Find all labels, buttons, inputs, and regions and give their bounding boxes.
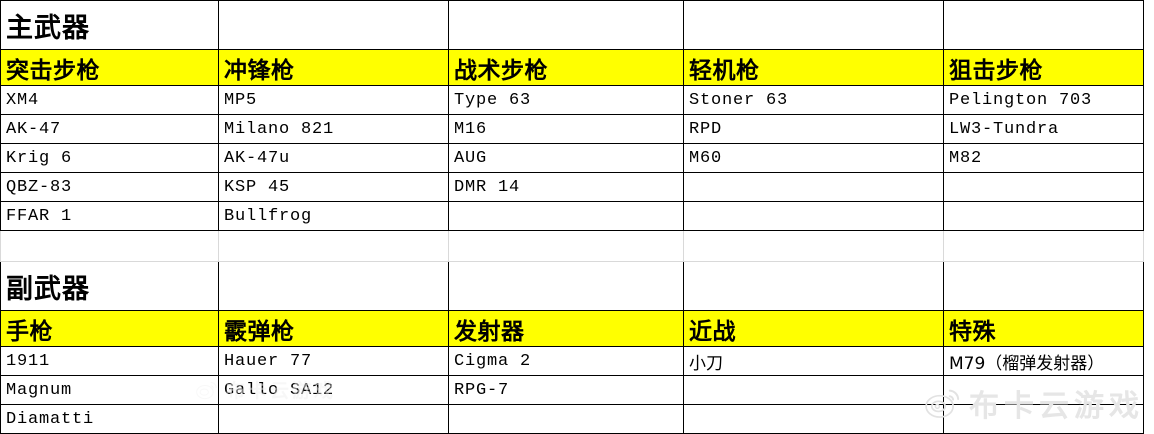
cell-weapon[interactable]: M16 bbox=[448, 114, 684, 144]
cell-weapon-empty[interactable] bbox=[943, 375, 1144, 405]
gap-cell bbox=[0, 230, 219, 262]
gap-cell bbox=[448, 230, 684, 262]
category-header-tactical-rifle[interactable]: 战术步枪 bbox=[448, 49, 684, 86]
section-title-spacer-cell bbox=[448, 0, 684, 50]
cell-weapon[interactable]: 小刀 bbox=[683, 346, 944, 376]
gap-cell bbox=[218, 230, 449, 262]
category-header-pistol[interactable]: 手枪 bbox=[0, 310, 219, 347]
category-header-launcher[interactable]: 发射器 bbox=[448, 310, 684, 347]
category-header-lmg[interactable]: 轻机枪 bbox=[683, 49, 944, 86]
cell-weapon[interactable]: Cigma 2 bbox=[448, 346, 684, 376]
table-row: Diamatti bbox=[0, 404, 1144, 434]
cell-weapon[interactable]: M79（榴弹发射器） bbox=[943, 346, 1144, 376]
cell-weapon-empty[interactable] bbox=[683, 172, 944, 202]
cell-weapon[interactable]: Type 63 bbox=[448, 85, 684, 115]
table-row: Magnum Gallo SA12 RPG-7 bbox=[0, 375, 1144, 405]
section-title-spacer-cell bbox=[218, 261, 449, 311]
gap-cell bbox=[943, 230, 1144, 262]
cell-weapon[interactable]: AK-47u bbox=[218, 143, 449, 173]
cell-weapon-empty[interactable] bbox=[218, 404, 449, 434]
table-row: XM4 MP5 Type 63 Stoner 63 Pelington 703 bbox=[0, 85, 1144, 115]
cell-weapon[interactable]: Hauer 77 bbox=[218, 346, 449, 376]
table-row: QBZ-83 KSP 45 DMR 14 bbox=[0, 172, 1144, 202]
category-header-shotgun[interactable]: 霰弹枪 bbox=[218, 310, 449, 347]
cell-weapon-empty[interactable] bbox=[683, 201, 944, 231]
section-title-spacer-cell bbox=[683, 0, 944, 50]
section-title-spacer-cell bbox=[943, 261, 1144, 311]
cell-weapon[interactable]: Bullfrog bbox=[218, 201, 449, 231]
cell-weapon[interactable]: KSP 45 bbox=[218, 172, 449, 202]
cell-weapon[interactable]: Krig 6 bbox=[0, 143, 219, 173]
cell-weapon[interactable]: XM4 bbox=[0, 85, 219, 115]
cell-weapon-empty[interactable] bbox=[943, 404, 1144, 434]
cell-weapon[interactable]: Gallo SA12 bbox=[218, 375, 449, 405]
category-header-melee[interactable]: 近战 bbox=[683, 310, 944, 347]
table-row: FFAR 1 Bullfrog bbox=[0, 201, 1144, 231]
section-gap-row bbox=[0, 230, 1144, 262]
section-title-row-secondary: 副武器 bbox=[0, 261, 1144, 311]
cell-weapon-empty[interactable] bbox=[943, 201, 1144, 231]
category-header-sniper-rifle[interactable]: 狙击步枪 bbox=[943, 49, 1144, 86]
cell-weapon[interactable]: QBZ-83 bbox=[0, 172, 219, 202]
section-title-secondary: 副武器 bbox=[0, 261, 219, 311]
cell-weapon[interactable]: Milano 821 bbox=[218, 114, 449, 144]
cell-weapon[interactable]: RPG-7 bbox=[448, 375, 684, 405]
gap-cell bbox=[683, 230, 944, 262]
cell-weapon[interactable]: AUG bbox=[448, 143, 684, 173]
cell-weapon[interactable]: Stoner 63 bbox=[683, 85, 944, 115]
table-row: Krig 6 AK-47u AUG M60 M82 bbox=[0, 143, 1144, 173]
section-title-spacer-cell bbox=[683, 261, 944, 311]
cell-weapon[interactable]: LW3-Tundra bbox=[943, 114, 1144, 144]
section-title-spacer-cell bbox=[448, 261, 684, 311]
cell-weapon[interactable]: 1911 bbox=[0, 346, 219, 376]
section-title-primary: 主武器 bbox=[0, 0, 219, 50]
cell-weapon[interactable]: M60 bbox=[683, 143, 944, 173]
cell-weapon-empty[interactable] bbox=[448, 201, 684, 231]
section-title-spacer-cell bbox=[218, 0, 449, 50]
cell-weapon[interactable]: RPD bbox=[683, 114, 944, 144]
table-row: 1911 Hauer 77 Cigma 2 小刀 M79（榴弹发射器） bbox=[0, 346, 1144, 376]
cell-weapon[interactable]: M82 bbox=[943, 143, 1144, 173]
cell-weapon-empty[interactable] bbox=[683, 404, 944, 434]
category-header-smg[interactable]: 冲锋枪 bbox=[218, 49, 449, 86]
category-header-assault-rifle[interactable]: 突击步枪 bbox=[0, 49, 219, 86]
cell-weapon[interactable]: Magnum bbox=[0, 375, 219, 405]
cell-weapon[interactable]: Pelington 703 bbox=[943, 85, 1144, 115]
table-row: AK-47 Milano 821 M16 RPD LW3-Tundra bbox=[0, 114, 1144, 144]
cell-weapon[interactable]: Diamatti bbox=[0, 404, 219, 434]
cell-weapon-empty[interactable] bbox=[683, 375, 944, 405]
section-title-row-primary: 主武器 bbox=[0, 0, 1144, 50]
cell-weapon-empty[interactable] bbox=[943, 172, 1144, 202]
cell-weapon[interactable]: FFAR 1 bbox=[0, 201, 219, 231]
category-header-special[interactable]: 特殊 bbox=[943, 310, 1144, 347]
cell-weapon-empty[interactable] bbox=[448, 404, 684, 434]
cell-weapon[interactable]: AK-47 bbox=[0, 114, 219, 144]
cell-weapon[interactable]: MP5 bbox=[218, 85, 449, 115]
category-header-row-primary: 突击步枪 冲锋枪 战术步枪 轻机枪 狙击步枪 bbox=[0, 49, 1144, 86]
cell-weapon[interactable]: DMR 14 bbox=[448, 172, 684, 202]
category-header-row-secondary: 手枪 霰弹枪 发射器 近战 特殊 bbox=[0, 310, 1144, 347]
section-title-spacer-cell bbox=[943, 0, 1144, 50]
